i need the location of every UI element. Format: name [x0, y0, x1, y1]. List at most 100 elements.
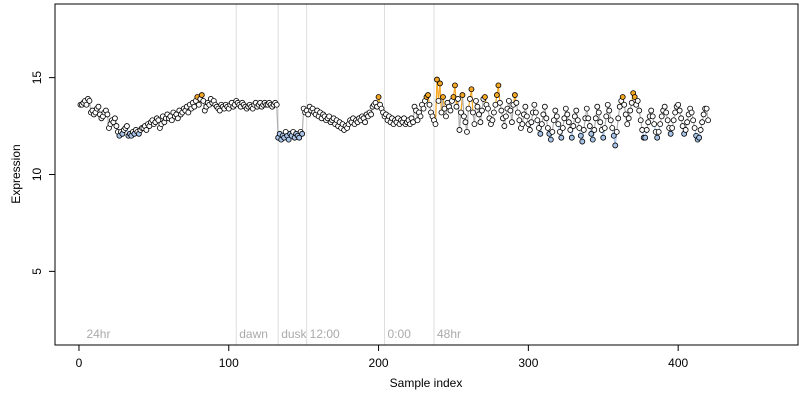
data-point-359 — [615, 115, 622, 122]
data-point-410 — [691, 125, 698, 131]
data-point-283 — [501, 123, 508, 129]
data-point-31 — [124, 123, 130, 129]
data-point-152 — [305, 111, 312, 118]
data-point-336 — [580, 127, 587, 133]
data-point-263 — [471, 121, 478, 128]
data-point-250 — [452, 82, 458, 89]
data-point-309 — [540, 111, 547, 118]
data-point-416 — [700, 111, 707, 118]
data-point-419 — [705, 117, 712, 124]
data-point-335 — [579, 138, 586, 145]
data-point-304 — [532, 109, 539, 116]
data-point-227 — [417, 113, 424, 120]
data-point-131 — [273, 101, 280, 108]
y-axis: 5 10 15 — [30, 71, 56, 275]
data-point-362 — [619, 94, 626, 100]
data-point-286 — [505, 97, 512, 104]
data-point-347 — [597, 119, 604, 126]
data-point-240 — [437, 80, 443, 87]
x-tick-label-3: 300 — [518, 356, 538, 370]
data-point-330 — [571, 113, 578, 120]
data-point-290 — [511, 92, 518, 98]
data-point-400 — [676, 107, 683, 114]
data-point-396 — [670, 117, 677, 124]
data-point-247 — [447, 107, 454, 114]
data-point-415 — [699, 119, 706, 126]
data-point-341 — [588, 130, 595, 137]
y-tick-label-0: 5 — [30, 268, 44, 275]
data-point-255 — [459, 92, 466, 98]
data-point-339 — [585, 115, 592, 122]
phase-labels: 24hr dawn dusk 12:00 0:00 48hr — [86, 327, 461, 341]
data-point-139 — [285, 136, 292, 143]
data-point-298 — [523, 113, 530, 120]
data-point-297 — [522, 103, 529, 110]
data-point-295 — [519, 121, 526, 128]
data-point-318 — [553, 113, 560, 120]
data-point-148 — [299, 130, 306, 137]
data-point-252 — [455, 96, 461, 102]
data-point-334 — [577, 132, 584, 139]
data-point-372 — [634, 97, 641, 104]
data-point-229 — [420, 105, 427, 112]
data-point-305 — [534, 117, 541, 124]
data-point-373 — [636, 107, 643, 114]
data-point-312 — [544, 125, 551, 131]
data-point-24 — [113, 123, 120, 129]
data-point-342 — [589, 136, 596, 143]
x-tick-label-2: 200 — [369, 356, 389, 370]
data-point-366 — [625, 115, 632, 122]
x-tick-label-4: 400 — [668, 356, 688, 370]
data-point-265 — [474, 103, 481, 110]
data-point-284 — [502, 113, 509, 120]
data-point-374 — [637, 117, 644, 124]
data-point-356 — [610, 132, 617, 139]
data-point-251 — [453, 103, 460, 110]
phase-label-5: 48hr — [437, 327, 461, 341]
data-point-308 — [538, 121, 545, 128]
data-point-353 — [606, 107, 613, 114]
data-point-81 — [198, 92, 205, 98]
data-point-275 — [489, 117, 496, 124]
data-point-394 — [667, 130, 674, 137]
data-point-370 — [631, 94, 638, 100]
data-point-408 — [688, 109, 695, 116]
data-point-287 — [507, 107, 514, 114]
data-point-332 — [574, 117, 581, 124]
phase-label-2: dusk — [281, 327, 307, 341]
data-point-383 — [651, 121, 658, 128]
data-point-257 — [462, 119, 469, 126]
data-point-345 — [594, 103, 601, 110]
line-segment-288 — [511, 104, 514, 123]
data-point-280 — [497, 99, 503, 106]
data-point-241 — [438, 109, 445, 116]
data-point-326 — [565, 119, 572, 126]
phase-label-3: 12:00 — [310, 327, 340, 341]
data-point-238 — [434, 76, 440, 83]
data-point-315 — [549, 128, 556, 135]
data-point-278 — [494, 92, 500, 98]
data-point-279 — [495, 82, 502, 89]
data-point-331 — [573, 107, 580, 114]
phase-label-0: 24hr — [86, 327, 110, 341]
data-point-44 — [143, 127, 150, 133]
data-point-349 — [600, 134, 607, 141]
line-segment-258 — [466, 108, 470, 132]
data-point-409 — [690, 117, 697, 124]
data-point-344 — [592, 115, 599, 122]
data-point-256 — [461, 113, 467, 120]
data-point-267 — [477, 119, 484, 126]
data-point-379 — [645, 119, 652, 126]
data-point-346 — [595, 109, 602, 116]
data-point-270 — [482, 94, 488, 100]
data-point-386 — [655, 128, 662, 135]
data-point-52 — [155, 117, 162, 124]
data-point-293 — [516, 117, 523, 124]
y-axis-title: Expression — [9, 144, 23, 203]
data-point-254 — [458, 109, 464, 116]
data-point-404 — [682, 127, 689, 133]
data-point-391 — [663, 109, 670, 116]
data-point-258 — [464, 128, 470, 135]
phase-label-4: 0:00 — [388, 327, 412, 341]
data-point-264 — [473, 97, 479, 104]
